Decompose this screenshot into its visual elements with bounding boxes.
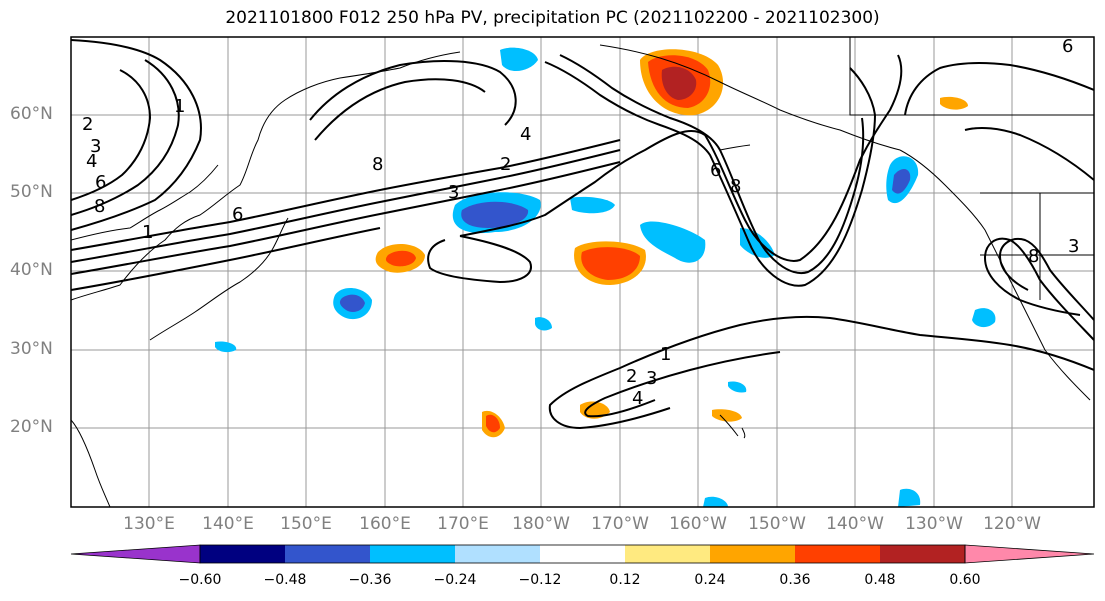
colorbar bbox=[70, 544, 1095, 564]
colorbar-tick-label: 0.60 bbox=[949, 572, 981, 588]
contour-label: 3 bbox=[448, 182, 459, 203]
contour-label: 6 bbox=[232, 204, 243, 225]
lon-label: 140°W bbox=[826, 514, 884, 534]
map-title: 2021101800 F012 250 hPa PV, precipitatio… bbox=[225, 8, 880, 28]
colorbar-tick-label: −0.24 bbox=[433, 572, 477, 588]
colorbar-segment bbox=[795, 545, 880, 563]
contour-label: 3 bbox=[646, 368, 657, 389]
colorbar-tick-label: −0.36 bbox=[348, 572, 392, 588]
contour-label: 2 bbox=[82, 114, 93, 135]
lon-label: 160°E bbox=[359, 514, 411, 534]
lon-label: 120°W bbox=[983, 514, 1041, 534]
lon-label: 130°W bbox=[905, 514, 963, 534]
graticule bbox=[71, 37, 1094, 507]
colorbar-tick-label: 0.48 bbox=[864, 572, 896, 588]
colorbar-tick-label: −0.60 bbox=[178, 572, 222, 588]
precip-anomalies bbox=[215, 47, 996, 507]
lon-label: 180°W bbox=[512, 514, 570, 534]
lon-label: 130°E bbox=[123, 514, 175, 534]
colorbar-segment bbox=[200, 545, 285, 563]
contour-label: 8 bbox=[94, 196, 105, 217]
colorbar-segment bbox=[710, 545, 795, 563]
colorbar-segment bbox=[880, 545, 965, 563]
contour-label: 4 bbox=[632, 388, 643, 409]
colorbar-tick-label: 0.36 bbox=[779, 572, 811, 588]
lon-label: 160°W bbox=[669, 514, 727, 534]
colorbar-tick-label: −0.12 bbox=[518, 572, 562, 588]
contour-label: 8 bbox=[730, 176, 741, 197]
contour-label: 3 bbox=[90, 136, 101, 157]
contour-label: 8 bbox=[1028, 246, 1039, 267]
contour-labels: 2 3 4 6 8 1 1 6 8 3 2 4 1 2 3 4 8 6 3 8 … bbox=[82, 36, 1079, 409]
contour-label: 1 bbox=[142, 222, 153, 243]
colorbar-tick-label: 0.24 bbox=[694, 572, 726, 588]
colorbar-segment bbox=[285, 545, 370, 563]
colorbar-segment bbox=[625, 545, 710, 563]
lon-label: 170°E bbox=[437, 514, 489, 534]
contour-label: 3 bbox=[1068, 236, 1079, 257]
colorbar-segment bbox=[370, 545, 455, 563]
contour-label: 2 bbox=[500, 154, 511, 175]
lat-label: 40°N bbox=[10, 260, 53, 280]
lat-label: 60°N bbox=[10, 104, 53, 124]
contour-label: 4 bbox=[520, 124, 531, 145]
lat-label: 20°N bbox=[10, 417, 53, 437]
contour-label: 4 bbox=[86, 151, 97, 172]
colorbar-tick-label: 0.12 bbox=[609, 572, 641, 588]
contour-label: 6 bbox=[95, 172, 106, 193]
map-frame bbox=[70, 36, 1095, 508]
contour-label: 1 bbox=[660, 344, 671, 365]
colorbar-tick-label: −0.48 bbox=[263, 572, 307, 588]
pv-contours bbox=[71, 39, 1094, 430]
colorbar-extend-left bbox=[70, 544, 201, 564]
colorbar-segment bbox=[540, 545, 625, 563]
lon-label: 150°E bbox=[280, 514, 332, 534]
lon-label: 150°W bbox=[748, 514, 806, 534]
contour-label: 6 bbox=[1062, 36, 1073, 57]
lat-label: 30°N bbox=[10, 339, 53, 359]
contour-label: 8 bbox=[372, 154, 383, 175]
lon-label: 170°W bbox=[591, 514, 649, 534]
lat-label: 50°N bbox=[10, 182, 53, 202]
contour-label: 2 bbox=[626, 366, 637, 387]
contour-label: 1 bbox=[174, 96, 185, 117]
colorbar-extend-right bbox=[964, 544, 1095, 564]
lon-label: 140°E bbox=[202, 514, 254, 534]
colorbar-segment bbox=[455, 545, 540, 563]
contour-label: 6 bbox=[710, 160, 721, 181]
